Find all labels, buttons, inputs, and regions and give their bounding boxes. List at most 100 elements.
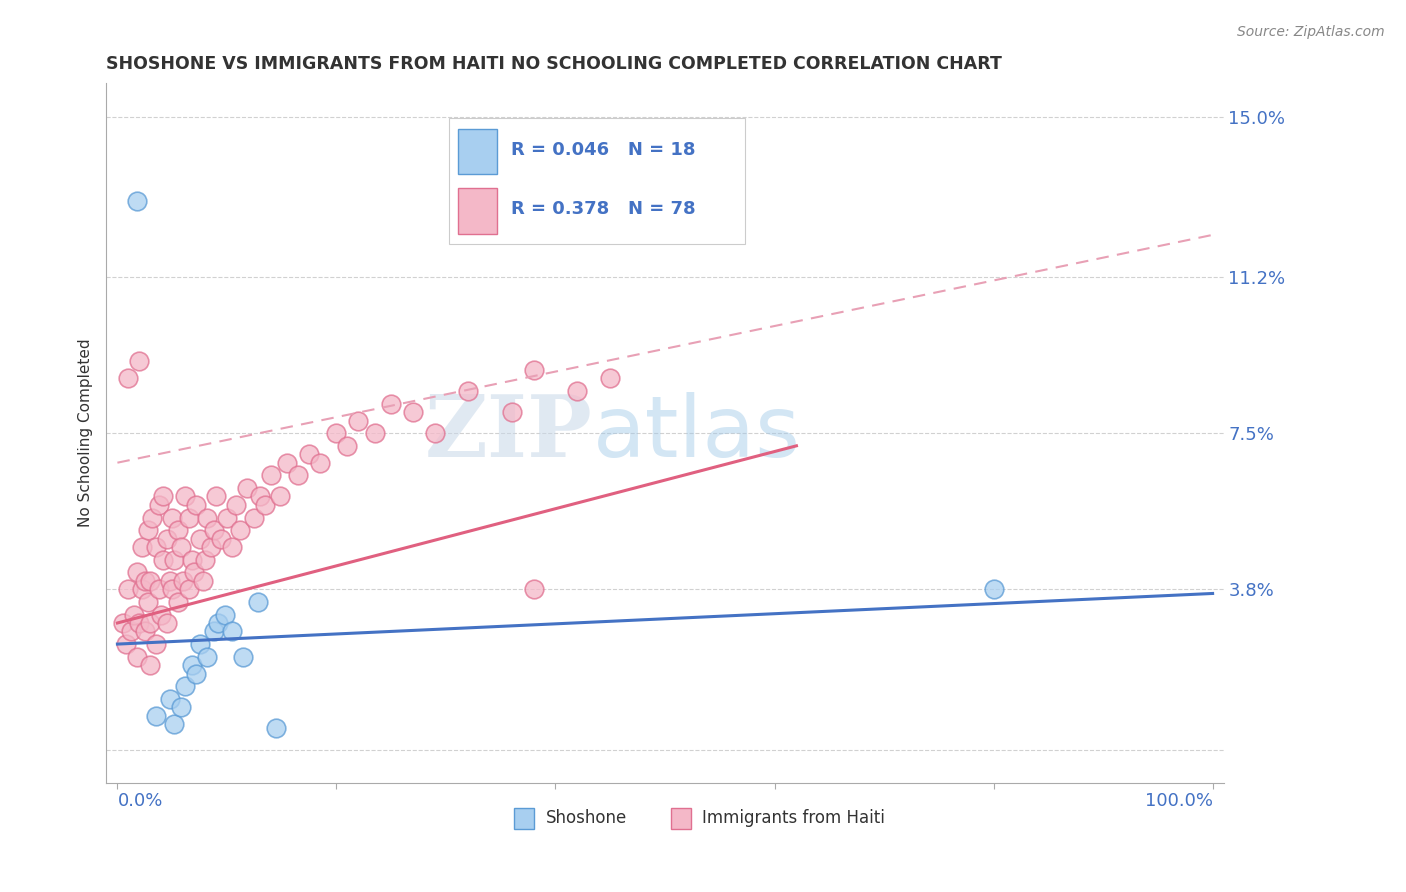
Point [163,552,186,566]
Text: atlas: atlas [592,392,800,475]
Point [336,439,359,453]
Point [423,426,446,441]
Text: R = 0.378   N = 78: R = 0.378 N = 78 [510,200,696,218]
Point [128,354,150,368]
Point [136,595,159,609]
Point [194,552,217,566]
Point [269,490,291,504]
Point [152,490,174,504]
Point [202,523,225,537]
Point [249,490,271,504]
Point [134,574,156,588]
Point [170,700,193,714]
Point [127,194,149,209]
Point [111,615,134,630]
Point [136,523,159,537]
Text: Shoshone: Shoshone [546,809,627,827]
Point [243,510,266,524]
Point [139,574,162,588]
Point [523,582,546,597]
Point [188,532,211,546]
Y-axis label: No Schooling Completed: No Schooling Completed [79,339,93,527]
Point [177,510,200,524]
Text: Source: ZipAtlas.com: Source: ZipAtlas.com [1237,25,1385,39]
Point [159,574,181,588]
Point [195,649,218,664]
Point [139,615,162,630]
Point [186,498,208,512]
Point [221,624,243,639]
Point [254,498,277,512]
Point [380,397,402,411]
Point [200,540,222,554]
Point [141,510,163,524]
Point [567,384,589,398]
Point [115,637,138,651]
Bar [671,808,690,829]
Point [188,637,211,651]
Point [159,692,181,706]
Point [120,624,142,639]
Point [156,615,179,630]
Point [127,566,149,580]
Point [347,413,370,427]
Point [166,595,188,609]
Point [287,468,309,483]
Text: 0.0%: 0.0% [118,792,163,810]
Point [260,468,283,483]
Text: Immigrants from Haiti: Immigrants from Haiti [702,809,884,827]
Point [229,523,252,537]
Text: 100.0%: 100.0% [1144,792,1212,810]
Point [139,658,162,673]
Point [402,405,425,419]
Point [221,540,243,554]
Point [215,510,238,524]
Point [145,540,167,554]
Point [152,552,174,566]
Point [177,582,200,597]
Point [232,649,254,664]
Point [207,615,229,630]
Point [211,532,233,546]
FancyBboxPatch shape [450,118,745,244]
Point [156,532,179,546]
Point [246,595,269,609]
Point [131,582,153,597]
Point [523,363,546,377]
Point [148,498,170,512]
Point [983,582,1005,597]
Point [195,510,218,524]
Point [214,607,236,622]
Point [134,624,156,639]
Point [148,582,170,597]
Point [235,481,257,495]
Point [117,582,139,597]
Point [174,490,197,504]
Point [160,510,183,524]
Point [163,717,186,731]
Point [117,371,139,385]
Point [145,637,167,651]
Point [325,426,347,441]
Point [150,607,173,622]
Text: ZIP: ZIP [425,392,592,475]
Point [128,615,150,630]
Point [122,607,145,622]
Point [183,566,205,580]
Text: R = 0.046   N = 18: R = 0.046 N = 18 [510,141,696,159]
Point [205,490,228,504]
Bar [515,808,534,829]
Point [599,371,621,385]
Point [127,649,149,664]
Point [145,708,167,723]
Point [276,456,298,470]
Bar [458,188,498,234]
Text: SHOSHONE VS IMMIGRANTS FROM HAITI NO SCHOOLING COMPLETED CORRELATION CHART: SHOSHONE VS IMMIGRANTS FROM HAITI NO SCH… [107,55,1002,73]
Point [364,426,387,441]
Point [202,624,225,639]
Point [172,574,194,588]
Point [131,540,153,554]
Point [170,540,193,554]
Point [180,658,202,673]
Point [298,447,321,461]
